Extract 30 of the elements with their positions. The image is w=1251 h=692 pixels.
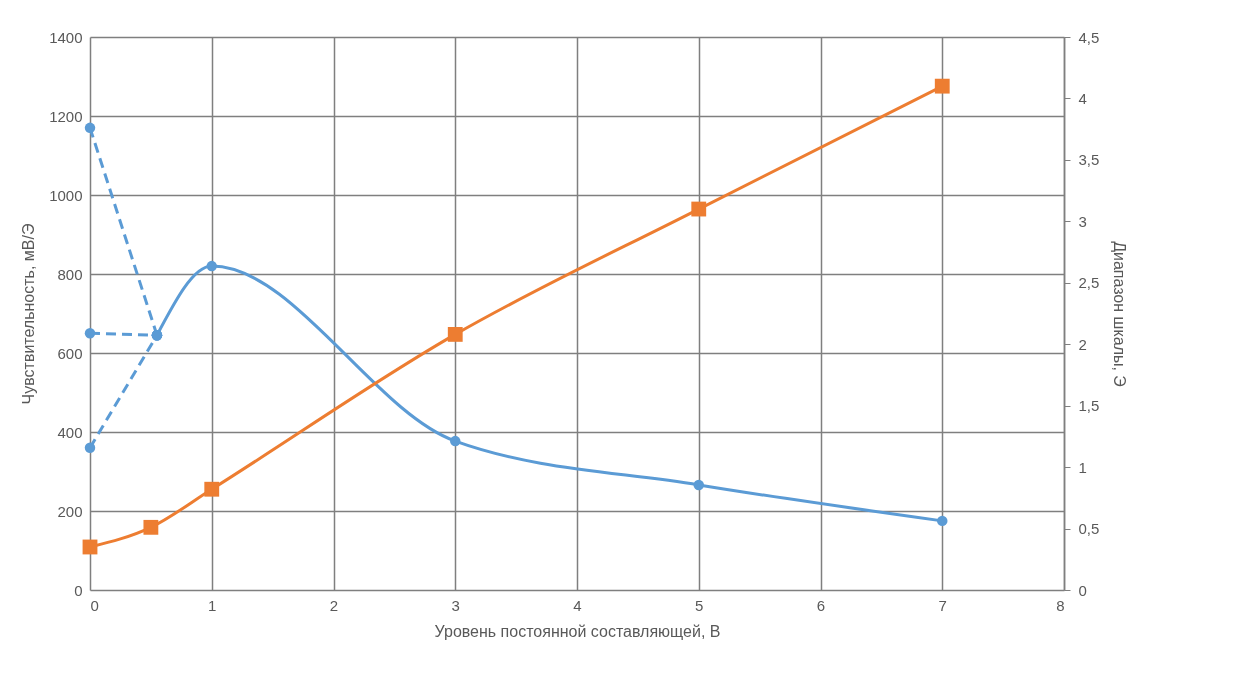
y2-tick-label: 0	[1078, 581, 1087, 599]
y2-tick-label: 4,5	[1078, 28, 1100, 46]
y-tick-label: 0	[74, 581, 83, 599]
x-tick-label: 0	[90, 596, 99, 614]
y-tick-label: 1400	[49, 28, 83, 46]
y2-tick-label: 0,5	[1078, 520, 1100, 538]
x-axis-title: Уровень постоянной составляющей, В	[434, 622, 721, 640]
x-tick-label: 6	[816, 596, 826, 614]
y2-tick-label: 1,5	[1078, 397, 1100, 415]
x-tick-label: 5	[695, 596, 704, 614]
y-axis-title: Чувствительность, мВ/Э	[20, 223, 38, 405]
x-tick-label: 3	[451, 596, 460, 614]
y2-tick-label: 1	[1078, 458, 1087, 476]
x-tick-label: 1	[208, 596, 217, 614]
y-tick-label: 400	[57, 423, 83, 441]
x-tick-label: 2	[329, 596, 339, 614]
y2-tick-label: 4	[1078, 89, 1087, 107]
y-tick-label: 800	[57, 265, 83, 283]
y2-tick-label: 3,5	[1078, 151, 1100, 169]
y2-axis-title: Диапазон шкалы, Э	[1111, 241, 1129, 387]
y2-tick-label: 2,5	[1078, 274, 1100, 292]
y2-tick-label: 2	[1078, 335, 1087, 353]
x-tick-label: 7	[938, 596, 947, 614]
x-tick-label: 8	[1056, 596, 1065, 614]
y-tick-label: 1200	[49, 107, 83, 125]
y2-tick-label: 3	[1078, 212, 1087, 230]
y-tick-label: 1000	[49, 186, 83, 204]
y-tick-label: 600	[57, 344, 83, 362]
x-tick-label: 4	[573, 596, 582, 614]
y-tick-label: 200	[57, 502, 83, 520]
